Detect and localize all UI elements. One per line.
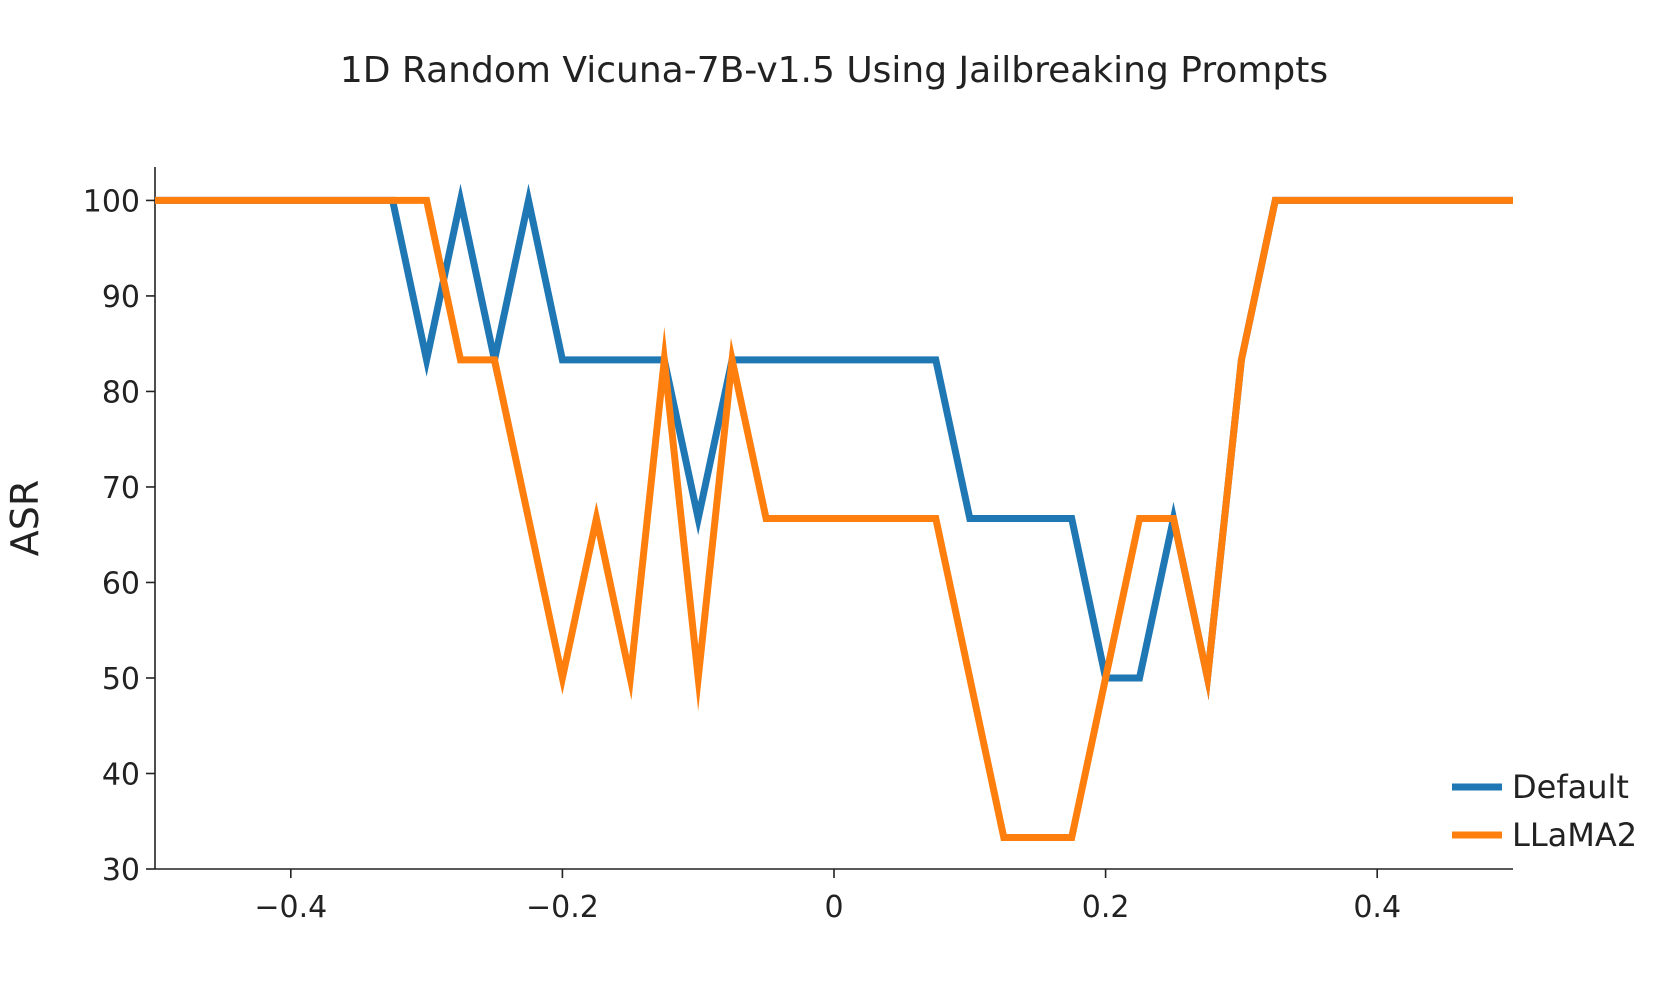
y-tick-label: 60 (102, 566, 140, 601)
series-line-default (155, 183, 1513, 701)
axes: −0.4 −0.2 0 0.2 0.4 30 40 50 60 70 80 90 100 (83, 167, 1513, 925)
y-axis-label: ASR (3, 480, 47, 557)
y-tick-label: 40 (102, 757, 140, 792)
y-tick-label: 80 (102, 375, 140, 410)
y-tick-label: 30 (102, 853, 140, 888)
x-tick-label: −0.4 (254, 890, 327, 925)
y-tick-label: 100 (83, 184, 140, 219)
x-tick-label: 0.4 (1353, 890, 1401, 925)
series-layer (155, 183, 1513, 841)
series-line-llama2 (155, 196, 1513, 841)
x-tick-label: 0.2 (1082, 890, 1130, 925)
legend-label-default: Default (1512, 768, 1629, 806)
x-tick-label: 0 (824, 890, 843, 925)
chart-title: 1D Random Vicuna-7B-v1.5 Using Jailbreak… (340, 50, 1328, 91)
legend-label-llama2: LLaMA2 (1512, 816, 1637, 854)
y-tick-label: 90 (102, 280, 140, 315)
y-tick-label: 70 (102, 471, 140, 506)
legend: Default LLaMA2 (1452, 768, 1637, 854)
y-tick-label: 50 (102, 662, 140, 697)
x-tick-label: −0.2 (526, 890, 599, 925)
